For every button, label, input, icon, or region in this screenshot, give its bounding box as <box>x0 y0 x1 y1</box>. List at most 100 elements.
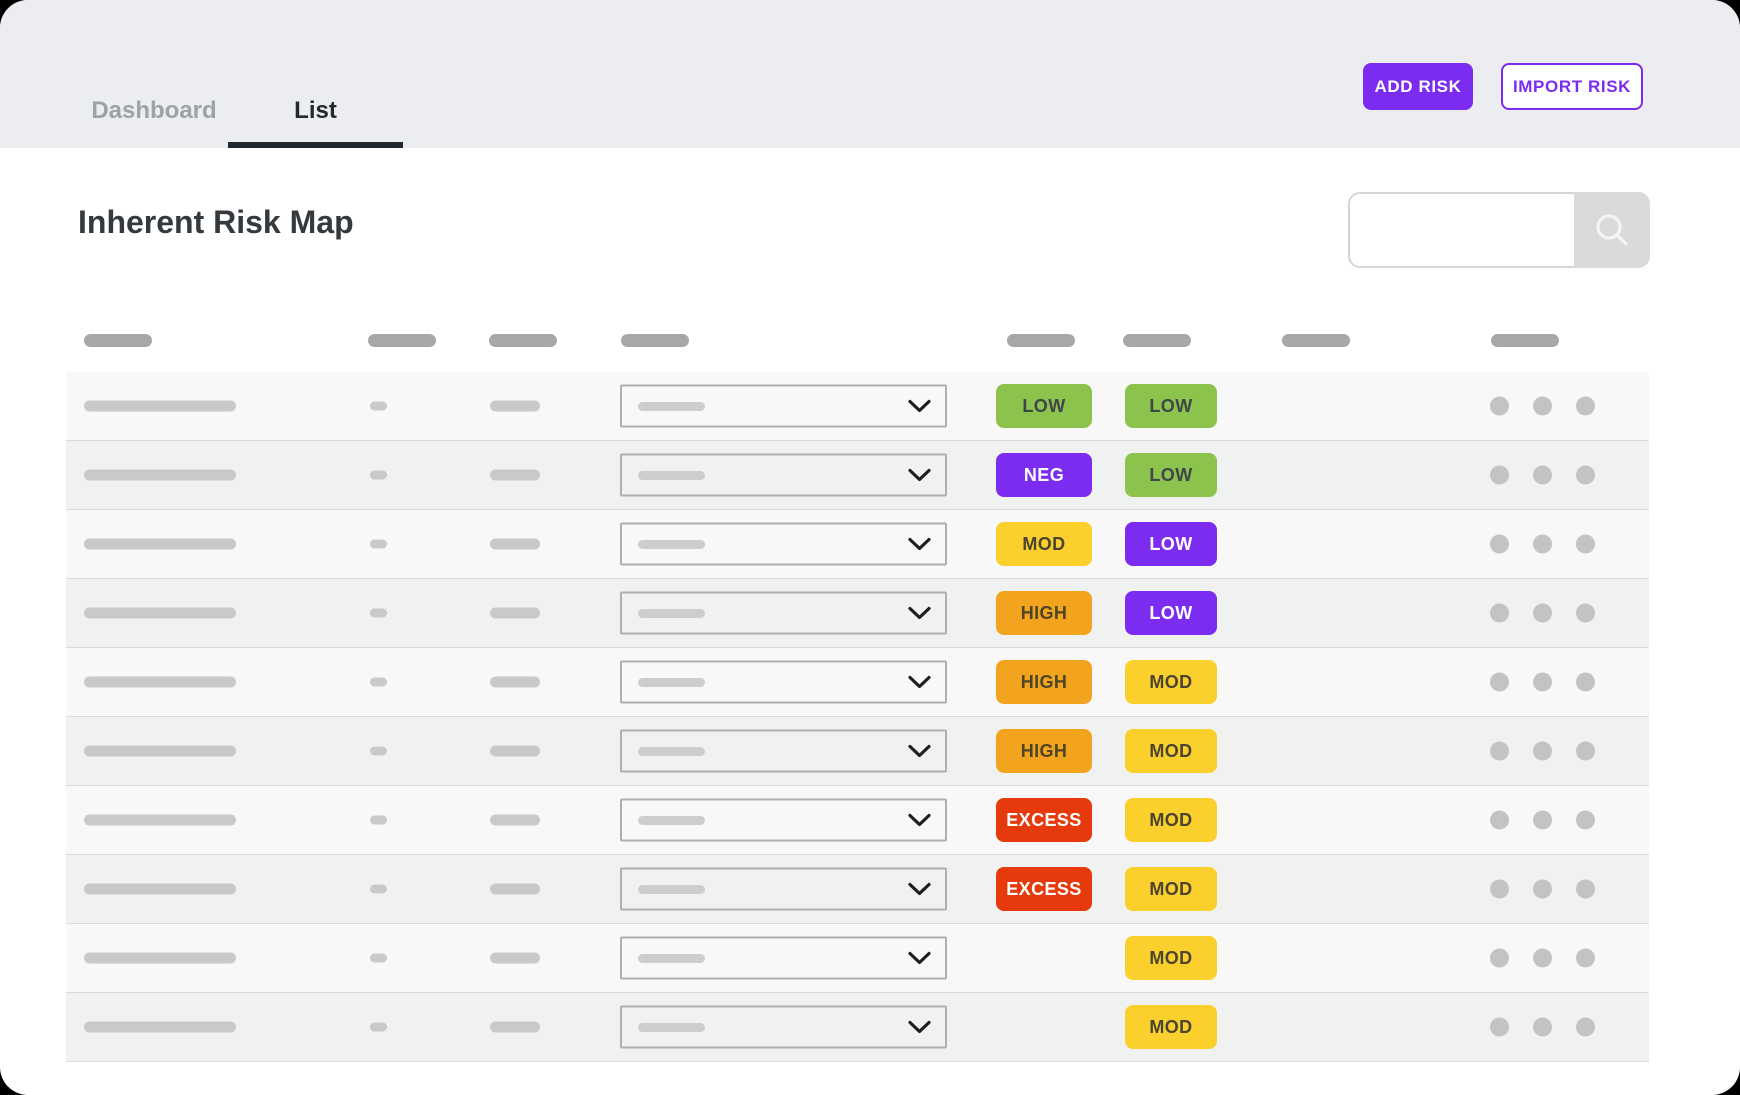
table-row: MOD <box>66 993 1649 1062</box>
search-button[interactable] <box>1574 192 1650 268</box>
action-dot-icon <box>1533 948 1552 968</box>
action-dot-icon <box>1533 1017 1552 1037</box>
cell-placeholder-3 <box>490 469 540 481</box>
risk-badge-1: NEG <box>996 453 1092 497</box>
action-dot-icon <box>1533 672 1552 692</box>
cell-placeholder-2 <box>370 884 387 894</box>
header-placeholder <box>1491 334 1559 347</box>
risk-badge-1: HIGH <box>996 729 1092 773</box>
chevron-down-icon <box>908 399 931 413</box>
header-placeholder <box>621 334 689 347</box>
table-row: NEG LOW <box>66 441 1649 510</box>
row-select[interactable] <box>620 384 947 428</box>
row-select[interactable] <box>620 1005 947 1049</box>
cell-placeholder-3 <box>490 883 540 895</box>
risk-badge-2: LOW <box>1125 591 1217 635</box>
select-value-placeholder <box>638 539 705 549</box>
action-dot-icon <box>1533 741 1552 761</box>
action-dot-icon <box>1576 396 1595 416</box>
cell-placeholder-3 <box>490 952 540 964</box>
add-risk-button[interactable]: ADD RISK <box>1363 63 1473 110</box>
risk-badge-2: MOD <box>1125 798 1217 842</box>
risk-badge-1: EXCESS <box>996 867 1092 911</box>
select-value-placeholder <box>638 884 705 894</box>
header-placeholder <box>368 334 436 347</box>
row-actions[interactable] <box>1490 1017 1595 1037</box>
cell-placeholder-1 <box>84 607 236 619</box>
row-select[interactable] <box>620 867 947 911</box>
header-placeholder <box>1123 334 1191 347</box>
risk-badge-1: EXCESS <box>996 798 1092 842</box>
cell-placeholder-2 <box>370 608 387 618</box>
action-dot-icon <box>1576 810 1595 830</box>
table-row: EXCESS MOD <box>66 855 1649 924</box>
action-dot-icon <box>1533 534 1552 554</box>
risk-badge-2: MOD <box>1125 1005 1217 1049</box>
action-dot-icon <box>1490 810 1509 830</box>
row-select[interactable] <box>620 660 947 704</box>
cell-placeholder-2 <box>370 953 387 963</box>
row-select[interactable] <box>620 522 947 566</box>
row-actions[interactable] <box>1490 603 1595 623</box>
search-icon <box>1593 211 1631 249</box>
risk-badge-1: MOD <box>996 522 1092 566</box>
tab-dashboard[interactable]: Dashboard <box>91 97 217 124</box>
cell-placeholder-3 <box>490 538 540 550</box>
import-risk-button[interactable]: IMPORT RISK <box>1501 63 1643 110</box>
row-actions[interactable] <box>1490 465 1595 485</box>
cell-placeholder-2 <box>370 677 387 687</box>
tab-list[interactable]: List <box>228 82 403 148</box>
table-row: MOD LOW <box>66 510 1649 579</box>
action-dot-icon <box>1576 672 1595 692</box>
row-select[interactable] <box>620 936 947 980</box>
select-value-placeholder <box>638 815 705 825</box>
row-actions[interactable] <box>1490 948 1595 968</box>
action-dot-icon <box>1490 741 1509 761</box>
chevron-down-icon <box>908 744 931 758</box>
select-value-placeholder <box>638 470 705 480</box>
action-dot-icon <box>1490 948 1509 968</box>
risk-badge-1: LOW <box>996 384 1092 428</box>
action-dot-icon <box>1490 396 1509 416</box>
row-select[interactable] <box>620 798 947 842</box>
search-box <box>1348 192 1650 268</box>
chevron-down-icon <box>908 675 931 689</box>
row-actions[interactable] <box>1490 879 1595 899</box>
table-header <box>66 334 1649 372</box>
row-select[interactable] <box>620 453 947 497</box>
row-actions[interactable] <box>1490 741 1595 761</box>
tab-bar: Dashboard List <box>80 82 403 148</box>
cell-placeholder-3 <box>490 607 540 619</box>
cell-placeholder-2 <box>370 401 387 411</box>
row-select[interactable] <box>620 591 947 635</box>
action-dot-icon <box>1576 948 1595 968</box>
chevron-down-icon <box>908 1020 931 1034</box>
row-actions[interactable] <box>1490 396 1595 416</box>
table-row: EXCESS MOD <box>66 786 1649 855</box>
row-actions[interactable] <box>1490 810 1595 830</box>
table-row: LOW LOW <box>66 372 1649 441</box>
cell-placeholder-3 <box>490 814 540 826</box>
table-row: HIGH MOD <box>66 648 1649 717</box>
risk-badge-2: MOD <box>1125 936 1217 980</box>
action-dot-icon <box>1490 879 1509 899</box>
row-actions[interactable] <box>1490 534 1595 554</box>
cell-placeholder-1 <box>84 883 236 895</box>
row-select[interactable] <box>620 729 947 773</box>
cell-placeholder-3 <box>490 676 540 688</box>
header-placeholder <box>84 334 152 347</box>
select-value-placeholder <box>638 401 705 411</box>
select-value-placeholder <box>638 953 705 963</box>
action-dot-icon <box>1576 534 1595 554</box>
action-dot-icon <box>1490 465 1509 485</box>
cell-placeholder-3 <box>490 400 540 412</box>
chevron-down-icon <box>908 882 931 896</box>
action-dot-icon <box>1533 810 1552 830</box>
chevron-down-icon <box>908 951 931 965</box>
row-actions[interactable] <box>1490 672 1595 692</box>
action-dot-icon <box>1490 1017 1509 1037</box>
table-row: HIGH MOD <box>66 717 1649 786</box>
cell-placeholder-1 <box>84 400 236 412</box>
action-dot-icon <box>1533 396 1552 416</box>
